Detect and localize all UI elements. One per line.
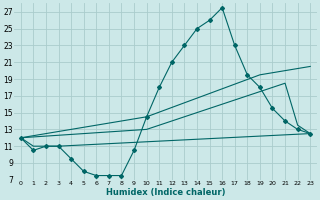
X-axis label: Humidex (Indice chaleur): Humidex (Indice chaleur) (106, 188, 225, 197)
